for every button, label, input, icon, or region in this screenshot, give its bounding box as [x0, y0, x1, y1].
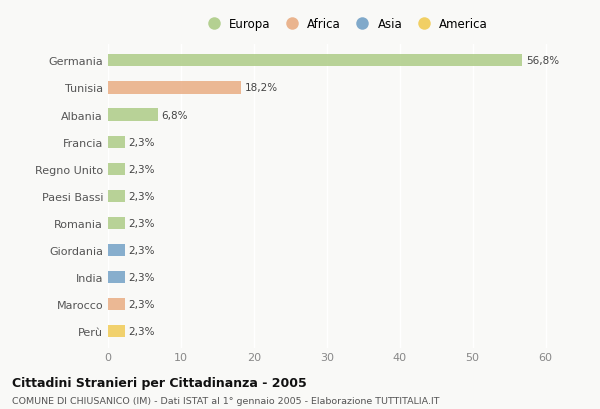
Bar: [108, 325, 125, 337]
Text: 6,8%: 6,8%: [161, 110, 188, 120]
Bar: [108, 109, 158, 121]
Bar: [108, 136, 125, 148]
Legend: Europa, Africa, Asia, America: Europa, Africa, Asia, America: [199, 15, 491, 35]
Bar: [108, 271, 125, 283]
Text: 2,3%: 2,3%: [128, 164, 155, 174]
Bar: [108, 190, 125, 202]
Bar: [108, 163, 125, 175]
Text: 2,3%: 2,3%: [128, 299, 155, 309]
Text: 2,3%: 2,3%: [128, 245, 155, 255]
Text: COMUNE DI CHIUSANICO (IM) - Dati ISTAT al 1° gennaio 2005 - Elaborazione TUTTITA: COMUNE DI CHIUSANICO (IM) - Dati ISTAT a…: [12, 396, 439, 405]
Bar: [108, 244, 125, 256]
Text: 2,3%: 2,3%: [128, 218, 155, 228]
Bar: [108, 55, 522, 67]
Bar: [108, 298, 125, 310]
Text: 2,3%: 2,3%: [128, 137, 155, 147]
Bar: [108, 82, 241, 94]
Text: 56,8%: 56,8%: [526, 56, 559, 66]
Text: 2,3%: 2,3%: [128, 272, 155, 282]
Text: 18,2%: 18,2%: [244, 83, 277, 93]
Bar: [108, 217, 125, 229]
Text: 2,3%: 2,3%: [128, 191, 155, 201]
Text: 2,3%: 2,3%: [128, 326, 155, 337]
Text: Cittadini Stranieri per Cittadinanza - 2005: Cittadini Stranieri per Cittadinanza - 2…: [12, 377, 307, 389]
